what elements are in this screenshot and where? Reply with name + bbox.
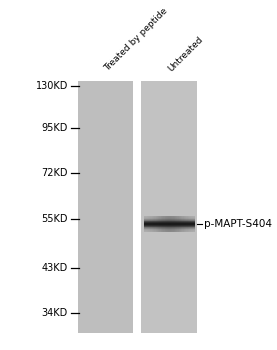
Text: 72KD: 72KD (41, 168, 68, 178)
Text: 130KD: 130KD (35, 81, 68, 91)
Text: p-MAPT-S404: p-MAPT-S404 (204, 219, 271, 229)
Text: 43KD: 43KD (42, 263, 68, 273)
Text: 55KD: 55KD (41, 214, 68, 224)
Text: 95KD: 95KD (42, 123, 68, 133)
Text: Treated by peptide: Treated by peptide (103, 7, 170, 74)
Text: 34KD: 34KD (42, 308, 68, 318)
Text: Untreated: Untreated (167, 35, 205, 74)
